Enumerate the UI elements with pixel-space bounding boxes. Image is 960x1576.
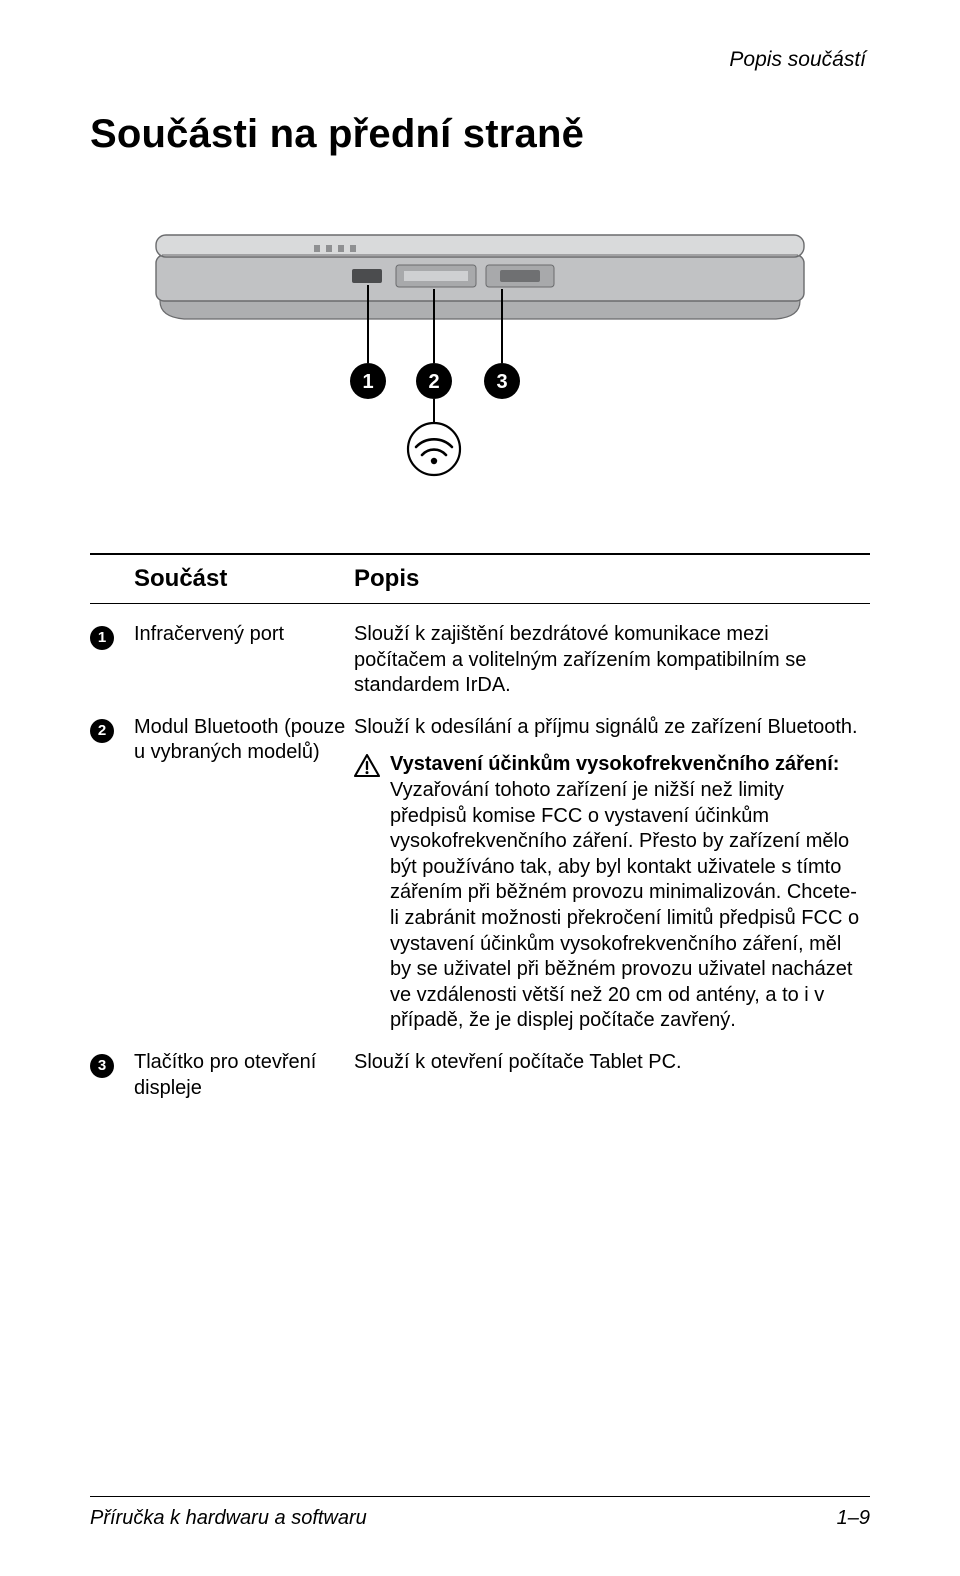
component-name: Modul Bluetooth (pouze u vybraných model…: [134, 707, 354, 1042]
wireless-icon: [408, 423, 460, 475]
components-table: Součást Popis 1 Infračervený port Slouží…: [90, 553, 870, 1109]
table-header-component: Součást: [134, 561, 354, 597]
page-footer: Příručka k hardwaru a softwaru 1–9: [90, 1476, 870, 1530]
component-name: Infračervený port: [134, 614, 354, 707]
diagram-callout-1: 1: [350, 363, 386, 399]
component-description: Slouží k odesílání a příjmu signálů ze z…: [354, 715, 864, 741]
table-row: 2 Modul Bluetooth (pouze u vybraných mod…: [90, 707, 870, 1042]
component-name: Tlačítko pro otevření displeje: [134, 1042, 354, 1109]
running-head: Popis součástí: [90, 48, 870, 72]
svg-text:2: 2: [428, 371, 439, 393]
svg-text:3: 3: [496, 371, 507, 393]
footer-doc-title: Příručka k hardwaru a softwaru: [90, 1507, 367, 1530]
footer-page-number: 1–9: [837, 1507, 870, 1530]
warning-icon: [354, 754, 380, 778]
warning-text: Vystavení účinkům vysokofrekvenčního zář…: [390, 752, 864, 1034]
diagram-callout-3: 3: [484, 363, 520, 399]
row-callout-2: 2: [90, 719, 114, 743]
table-row: 3 Tlačítko pro otevření displeje Slouží …: [90, 1042, 870, 1109]
component-description: Slouží k zajištění bezdrátové komunikace…: [354, 614, 870, 707]
row-callout-1: 1: [90, 626, 114, 650]
row-callout-3: 3: [90, 1054, 114, 1078]
table-header-description: Popis: [354, 561, 870, 597]
svg-text:1: 1: [362, 371, 373, 393]
diagram-callout-2: 2: [416, 363, 452, 399]
page-title: Součásti na přední straně: [90, 112, 870, 157]
component-description: Slouží k otevření počítače Tablet PC.: [354, 1042, 870, 1109]
table-row: 1 Infračervený port Slouží k zajištění b…: [90, 614, 870, 707]
laptop-front-diagram: 1 2 3: [120, 205, 840, 505]
